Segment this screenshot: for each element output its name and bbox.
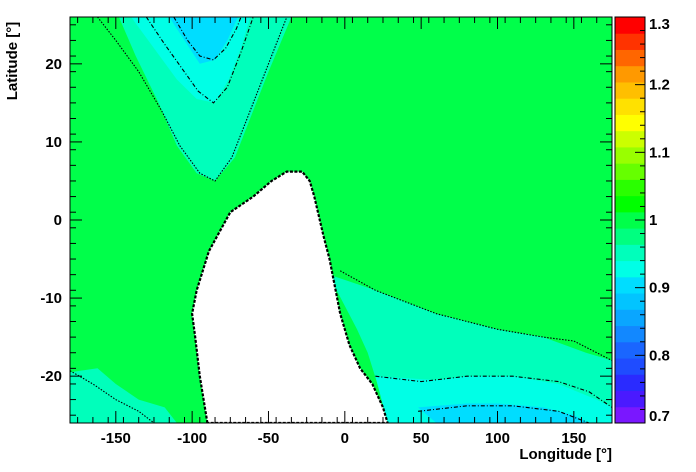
contour-line-3 (70, 370, 155, 423)
colorbar-tick-label: 1.2 (649, 77, 670, 94)
colorbar-cell (615, 65, 645, 83)
colorbar-cell (615, 130, 645, 148)
contour-line-2 (173, 17, 242, 61)
contour-lines (70, 17, 612, 423)
colorbar-cell (615, 390, 645, 408)
y-axis-title: Latitude [°] (4, 22, 21, 101)
plot-area (69, 16, 613, 424)
x-axis-title: Longitude [°] (519, 446, 612, 463)
x-tick-label: 100 (485, 430, 510, 447)
contour-region-3 (169, 17, 238, 64)
colorbar-cell (615, 276, 645, 294)
contour-regions (70, 17, 612, 423)
colorbar-cell (615, 179, 645, 197)
colorbar-cell (615, 406, 645, 424)
colorbar-cell (615, 244, 645, 262)
colorbar-tick-label: 0.9 (649, 280, 670, 297)
x-tick-label: -150 (101, 430, 131, 447)
x-tick-label: -50 (258, 430, 280, 447)
x-axis: -150 -100 -50 0 50 100 150 (77, 17, 613, 447)
colorbar-cell (615, 81, 645, 99)
contour-line-1 (145, 17, 254, 104)
colorbar-cell (615, 374, 645, 392)
colorbar-cell (615, 309, 645, 327)
colorbar-tick-label: 1 (649, 212, 657, 229)
contour-region-0 (70, 368, 177, 423)
colorbar-tick-label: 1.1 (649, 144, 670, 161)
y-tick-label: 20 (45, 56, 62, 73)
colorbar-axis: 0.7 0.8 0.9 1 1.1 1.2 1.3 (635, 16, 670, 425)
colorbar-cell (615, 293, 645, 310)
colorbar-cell (615, 17, 645, 34)
colorbar-tick-label: 0.8 (649, 347, 670, 364)
colorbar-cell (615, 195, 645, 213)
colorbar-tick-label: 1.3 (649, 16, 670, 33)
colorbar-cell (615, 98, 645, 115)
colorbar-cell (615, 114, 645, 132)
x-tick-label: 50 (413, 430, 430, 447)
colorbar-cell (615, 260, 645, 278)
contour-line-5 (375, 375, 612, 408)
colorbar-cell (615, 211, 645, 229)
x-tick-label: -100 (177, 430, 207, 447)
colorbar-cells (615, 17, 645, 424)
y-tick-label: 10 (45, 134, 62, 151)
y-tick-label: -10 (40, 290, 62, 307)
contour-line-4 (339, 270, 612, 361)
y-axis: -20 -10 0 10 20 (40, 24, 612, 416)
colorbar-cell (615, 358, 645, 375)
contour-line-0 (97, 17, 288, 182)
colorbar-tick-label: 0.7 (649, 408, 670, 425)
colorbar-cell (615, 341, 645, 359)
x-tick-label: 150 (561, 430, 586, 447)
colorbar-cell (615, 163, 645, 180)
contour-region-6 (418, 403, 590, 423)
y-tick-label: 0 (54, 212, 62, 229)
colorbar-cell (615, 228, 645, 245)
colorbar-cell (615, 49, 645, 67)
x-tick-label: 0 (341, 430, 349, 447)
masked-region (190, 170, 389, 423)
colorbar-cell (615, 33, 645, 50)
colorbar: 0.7 0.8 0.9 1 1.1 1.2 1.3 (614, 16, 670, 425)
colorbar-cell (615, 325, 645, 343)
masked-region-layer (190, 170, 389, 423)
colorbar-cell (615, 146, 645, 164)
y-tick-label: -20 (40, 368, 62, 385)
